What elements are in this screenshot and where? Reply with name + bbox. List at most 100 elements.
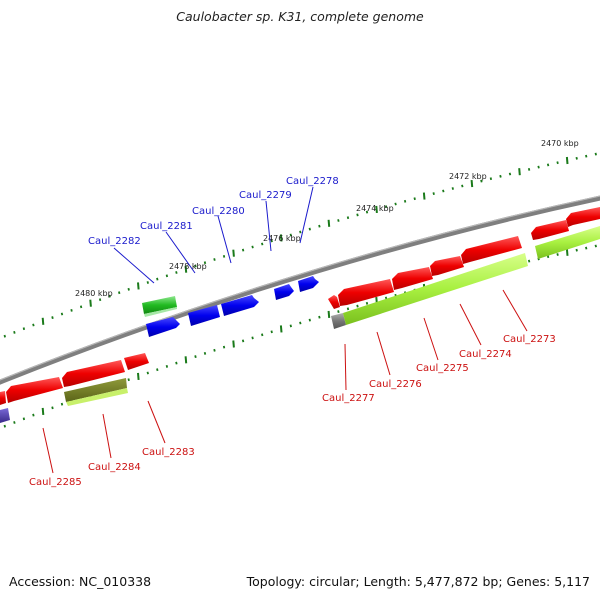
gene-label-caul-2284[interactable]: Caul_2284	[88, 462, 141, 473]
leader-caul-2278	[299, 186, 314, 244]
gene-label-caul-2281[interactable]: Caul_2281	[140, 221, 193, 232]
minor-tick	[575, 156, 578, 160]
track-lime-left[interactable]	[66, 388, 128, 406]
minor-tick	[346, 216, 350, 220]
minor-tick	[546, 163, 550, 167]
major-tick	[137, 282, 140, 290]
genome-summary-text: Topology: circular; Length: 5,477,872 bp…	[246, 574, 590, 589]
accession-text: Accession: NC_010338	[9, 574, 152, 589]
minor-tick	[222, 345, 226, 349]
gene-label-caul-2275[interactable]: Caul_2275	[416, 363, 469, 374]
gene-left-edge[interactable]	[0, 391, 6, 405]
track-lime-right[interactable]	[535, 226, 600, 259]
minor-tick	[365, 210, 369, 214]
minor-tick	[585, 154, 588, 158]
gene-label-caul-2280[interactable]: Caul_2280	[192, 206, 245, 217]
minor-tick	[98, 298, 102, 302]
minor-tick	[270, 330, 273, 334]
gene-caul-2276[interactable]	[338, 279, 394, 306]
gene-caul-2284[interactable]	[62, 360, 125, 387]
minor-tick	[3, 424, 6, 428]
minor-tick	[318, 315, 321, 319]
forward-gene-labels: Caul_2278 Caul_2279 Caul_2280 Caul_2281 …	[88, 176, 339, 247]
gene-label-caul-2285[interactable]: Caul_2285	[29, 477, 82, 488]
major-tick	[184, 265, 188, 273]
gene-caul-2278[interactable]	[298, 276, 319, 292]
minor-tick	[346, 307, 350, 311]
gene-caul-2273[interactable]	[461, 236, 522, 264]
minor-tick	[175, 271, 178, 274]
gene-caul-2282[interactable]	[146, 317, 180, 337]
gene-label-caul-2273[interactable]: Caul_2273	[503, 334, 556, 345]
minor-tick	[175, 361, 178, 365]
minor-tick	[289, 324, 292, 328]
gene-label-caul-2278[interactable]: Caul_2278	[286, 176, 339, 187]
leader-caul-2280	[217, 215, 232, 264]
track-olive-left[interactable]	[64, 378, 127, 402]
map-title: Caulobacter sp. K31, complete genome	[176, 9, 424, 24]
minor-tick	[60, 312, 64, 316]
gene-caul-2281[interactable]	[188, 305, 220, 326]
minor-tick	[203, 261, 207, 265]
gene-red-right-2[interactable]	[566, 207, 600, 227]
minor-tick	[442, 189, 445, 193]
minor-tick	[241, 339, 245, 343]
gene-red-right-1[interactable]	[531, 220, 569, 240]
gene-caul-2275[interactable]	[392, 267, 433, 290]
minor-tick	[127, 378, 130, 382]
minor-tick	[156, 368, 159, 372]
gene-label-caul-2282[interactable]: Caul_2282	[88, 236, 141, 247]
gene-label-caul-2274[interactable]: Caul_2274	[459, 349, 512, 360]
minor-tick	[413, 197, 416, 201]
gene-caul-2277[interactable]	[328, 295, 340, 309]
track-purple-edge[interactable]	[0, 408, 10, 423]
leader-caul-2275	[423, 317, 439, 361]
minor-tick	[508, 172, 512, 176]
gene-caul-2283[interactable]	[124, 353, 149, 370]
major-tick	[470, 180, 474, 188]
gene-label-caul-2279[interactable]: Caul_2279	[239, 190, 292, 201]
minor-tick	[594, 152, 597, 156]
minor-tick	[432, 192, 435, 196]
genome-backbone-highlight	[0, 195, 600, 381]
scale-label: 2474 kbp	[356, 204, 394, 213]
track-lime-main[interactable]	[343, 253, 528, 325]
leader-caul-2282	[113, 247, 155, 284]
gene-caul-2274[interactable]	[430, 256, 464, 276]
minor-tick	[194, 264, 197, 268]
gene-label-caul-2277[interactable]: Caul_2277	[322, 393, 375, 404]
minor-tick	[194, 355, 197, 359]
minor-tick	[299, 321, 302, 325]
scale-label: 2470 kbp	[541, 139, 579, 148]
minor-tick	[32, 323, 35, 327]
scale-label: 2478 kbp	[169, 262, 207, 271]
gene-label-caul-2276[interactable]: Caul_2276	[369, 379, 422, 390]
major-tick	[375, 205, 378, 213]
scale-label: 2472 kbp	[449, 172, 487, 181]
leader-caul-2279	[265, 200, 272, 252]
minor-tick	[308, 318, 311, 322]
major-tick	[422, 192, 426, 200]
major-tick	[565, 248, 569, 256]
major-tick	[518, 168, 521, 176]
minor-tick	[480, 179, 483, 183]
leader-caul-2283	[147, 400, 166, 444]
track-gray-start[interactable]	[331, 313, 346, 329]
scale-label: 2476 kbp	[263, 234, 301, 243]
minor-tick	[22, 327, 26, 331]
major-tick	[184, 356, 188, 364]
forward-strand-genes	[142, 276, 319, 337]
major-tick	[279, 325, 283, 333]
gene-caul-2282-track[interactable]	[142, 296, 177, 314]
leader-caul-2276	[376, 331, 391, 376]
gene-caul-2285[interactable]	[6, 377, 63, 403]
major-tick	[327, 219, 331, 227]
gene-label-caul-2283[interactable]: Caul_2283	[142, 447, 195, 458]
gene-leader-lines	[42, 186, 528, 474]
gene-caul-2280[interactable]	[221, 295, 259, 316]
gene-caul-2279[interactable]	[274, 284, 294, 300]
major-tick	[89, 299, 92, 307]
minor-tick	[261, 242, 264, 246]
minor-tick	[594, 244, 597, 248]
